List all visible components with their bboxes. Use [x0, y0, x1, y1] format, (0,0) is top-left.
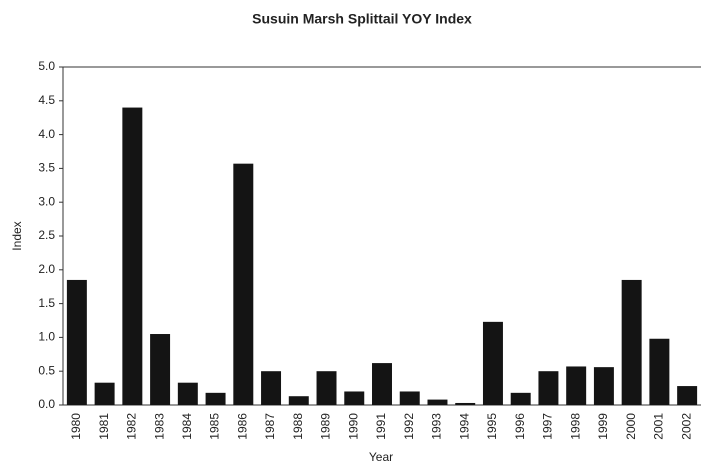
bar	[316, 371, 337, 405]
bar	[538, 371, 559, 405]
x-tick-label: 1998	[568, 413, 582, 440]
bar	[205, 392, 226, 405]
y-tick-label: 3.5	[38, 161, 55, 175]
x-tick-label: 1993	[430, 413, 444, 440]
bar	[344, 391, 365, 405]
x-tick-label: 1983	[152, 413, 166, 440]
y-tick-label: 2.0	[38, 262, 55, 276]
bar	[566, 366, 587, 405]
x-tick-label: 1984	[180, 413, 194, 440]
x-tick-label: 1992	[402, 413, 416, 440]
y-tick-label: 4.5	[38, 93, 55, 107]
x-tick-label: 1982	[125, 413, 139, 440]
x-tick-label: 1996	[513, 413, 527, 440]
x-tick-label: 1990	[346, 413, 360, 440]
x-tick-label: 1995	[485, 413, 499, 440]
bar	[455, 402, 476, 405]
x-tick-label: 2000	[624, 413, 638, 440]
x-tick-label: 1980	[69, 413, 83, 440]
bar	[621, 279, 642, 405]
x-tick-label: 1981	[97, 413, 111, 440]
y-axis-label: Index	[10, 221, 24, 250]
bar	[288, 396, 309, 405]
chart-title: Susuin Marsh Splittail YOY Index	[252, 11, 472, 27]
x-tick-label: 1987	[263, 413, 277, 440]
y-tick-label: 4.0	[38, 127, 55, 141]
bar	[677, 386, 698, 405]
bar	[66, 279, 87, 405]
bar	[94, 382, 115, 405]
x-tick-label: 2001	[652, 413, 666, 440]
x-axis-label: Year	[369, 450, 393, 464]
x-tick-label: 1997	[541, 413, 555, 440]
y-tick-label: 3.0	[38, 194, 55, 208]
x-tick-label: 1999	[596, 413, 610, 440]
bar	[399, 391, 420, 405]
bar	[177, 382, 198, 405]
x-tick-label: 1985	[208, 413, 222, 440]
bar	[593, 367, 614, 405]
bar	[649, 338, 670, 405]
y-tick-label: 1.0	[38, 330, 55, 344]
bar	[372, 363, 392, 405]
bar	[150, 334, 171, 405]
y-tick-label: 2.5	[38, 228, 55, 242]
x-tick-label: 1988	[291, 413, 305, 440]
bar	[261, 371, 282, 405]
bar	[482, 321, 503, 405]
x-tick-label: 1989	[319, 413, 333, 440]
x-tick-label: 1994	[457, 413, 471, 440]
bar	[510, 392, 531, 405]
y-tick-label: 5.0	[38, 59, 55, 73]
y-tick-label: 0.0	[38, 397, 55, 411]
bar	[233, 163, 254, 405]
bar	[427, 399, 448, 405]
x-tick-label: 2002	[679, 413, 693, 440]
x-tick-label: 1991	[374, 413, 388, 440]
y-tick-label: 0.5	[38, 363, 55, 377]
y-tick-label: 1.5	[38, 296, 55, 310]
bar	[122, 107, 143, 405]
x-tick-label: 1986	[235, 413, 249, 440]
